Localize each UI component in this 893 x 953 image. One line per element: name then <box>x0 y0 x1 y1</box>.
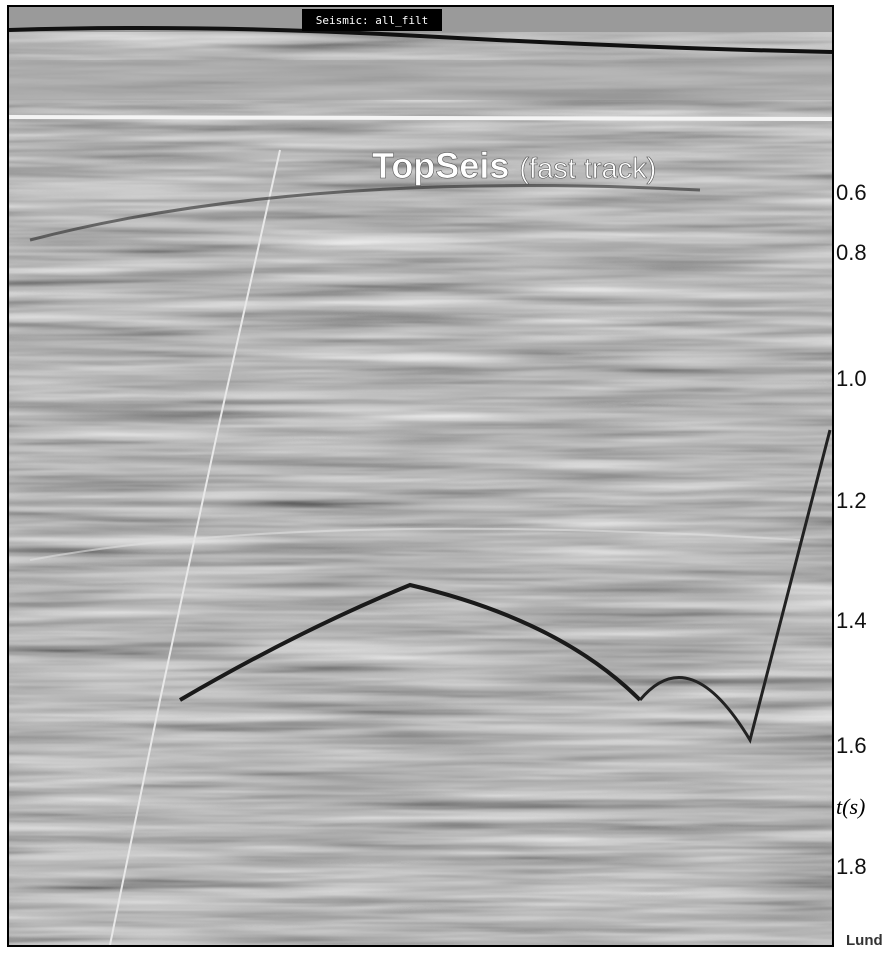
title: TopSeis <box>372 145 509 186</box>
subtitle: (fast track) <box>519 153 656 185</box>
tick-label: 1.6 <box>836 733 867 758</box>
time-axis: 0.6 0.8 1.0 1.2 1.4 1.6 1.8 <box>836 180 867 879</box>
tick-label: 0.8 <box>836 240 867 265</box>
tick-label: 1.0 <box>836 366 867 391</box>
axis-label: t(s) <box>836 794 865 819</box>
tick-label: 0.6 <box>836 180 867 205</box>
layer-label: Seismic: all_filt <box>316 14 429 27</box>
footer-logo: Lund <box>846 932 883 949</box>
tick-label: 1.4 <box>836 608 867 633</box>
tick-label: 1.2 <box>836 488 867 513</box>
tick-label: 1.8 <box>836 854 867 879</box>
screen: Seismic: all_filt TopSeis (fast track) 0.… <box>0 0 893 953</box>
